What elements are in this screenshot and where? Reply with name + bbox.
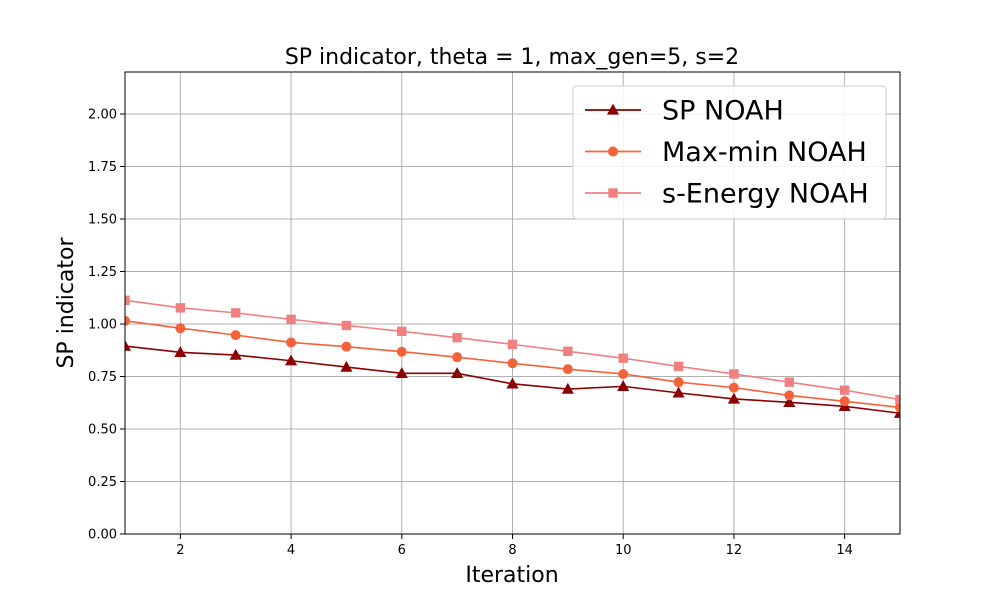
data-point	[175, 323, 186, 334]
y-tick-label: 0.00	[88, 528, 117, 543]
data-point	[618, 368, 629, 379]
legend-marker	[608, 188, 618, 198]
data-point	[229, 348, 242, 360]
data-point	[395, 367, 408, 379]
data-point	[506, 377, 519, 389]
x-axis-label: Iteration	[465, 563, 558, 588]
data-point	[784, 390, 795, 401]
data-point	[452, 352, 463, 363]
data-point	[784, 377, 794, 387]
data-point	[507, 358, 518, 369]
y-tick-label: 1.50	[88, 213, 117, 228]
data-point	[729, 369, 739, 379]
data-point	[673, 377, 684, 388]
y-tick-label: 2.00	[88, 108, 117, 123]
x-tick-label: 10	[615, 543, 632, 558]
data-point	[727, 392, 740, 404]
data-point	[561, 382, 574, 394]
data-point	[562, 364, 573, 375]
data-point	[895, 402, 900, 413]
data-point	[672, 386, 685, 398]
chart-title: SP indicator, theta = 1, max_gen=5, s=2	[285, 45, 739, 70]
series-layer	[125, 295, 900, 418]
legend-label: Max-min NOAH	[662, 137, 867, 168]
data-point	[563, 346, 573, 357]
series-sp-noah	[125, 339, 900, 418]
legend: SP NOAH Max-min NOAH s-Energy NOAH	[572, 85, 887, 220]
y-tick-label: 0.50	[88, 423, 117, 438]
data-point	[341, 320, 352, 331]
data-point	[396, 346, 407, 357]
x-tick-label: 14	[836, 543, 853, 558]
legend-marker	[606, 103, 620, 115]
data-point	[839, 385, 850, 395]
series-s-energy-noah	[125, 295, 900, 405]
data-point	[507, 339, 518, 350]
series-max-min-noah	[125, 315, 900, 413]
data-point	[340, 360, 353, 372]
legend-label: SP NOAH	[662, 96, 784, 127]
data-point	[617, 380, 630, 392]
x-tick-label: 6	[398, 543, 406, 558]
x-tick-label: 2	[176, 543, 184, 558]
data-point	[728, 382, 739, 393]
data-point	[341, 341, 352, 352]
data-point	[783, 396, 796, 407]
data-point	[397, 326, 407, 337]
legend-box	[572, 85, 887, 220]
y-tick-label: 1.00	[88, 318, 117, 333]
y-axis-label: SP indicator	[54, 237, 79, 369]
data-point	[125, 339, 132, 351]
data-point	[230, 330, 241, 341]
data-point	[673, 361, 684, 372]
data-point	[452, 332, 462, 343]
x-tick-label: 8	[508, 543, 516, 558]
data-point	[286, 314, 296, 325]
y-tick-label: 0.25	[88, 475, 117, 490]
x-tick-label: 12	[726, 543, 743, 558]
data-point	[451, 367, 464, 379]
data-point	[125, 315, 130, 326]
data-point	[175, 303, 186, 313]
ticks: 2 4 6 8 10 12 14 0.00 0.25 0.50 0.75 1.00 1.25 1.50 1.…	[88, 108, 853, 559]
data-point	[286, 337, 297, 348]
y-tick-label: 0.75	[88, 370, 117, 385]
data-point	[231, 308, 241, 318]
data-point	[618, 353, 628, 363]
data-point	[285, 354, 298, 366]
y-tick-label: 1.75	[88, 160, 117, 175]
x-tick-label: 4	[287, 543, 295, 558]
data-point	[839, 396, 850, 407]
data-point	[174, 346, 187, 358]
legend-label: s-Energy NOAH	[662, 179, 869, 210]
y-tick-label: 1.25	[88, 265, 117, 280]
legend-marker	[608, 146, 618, 157]
